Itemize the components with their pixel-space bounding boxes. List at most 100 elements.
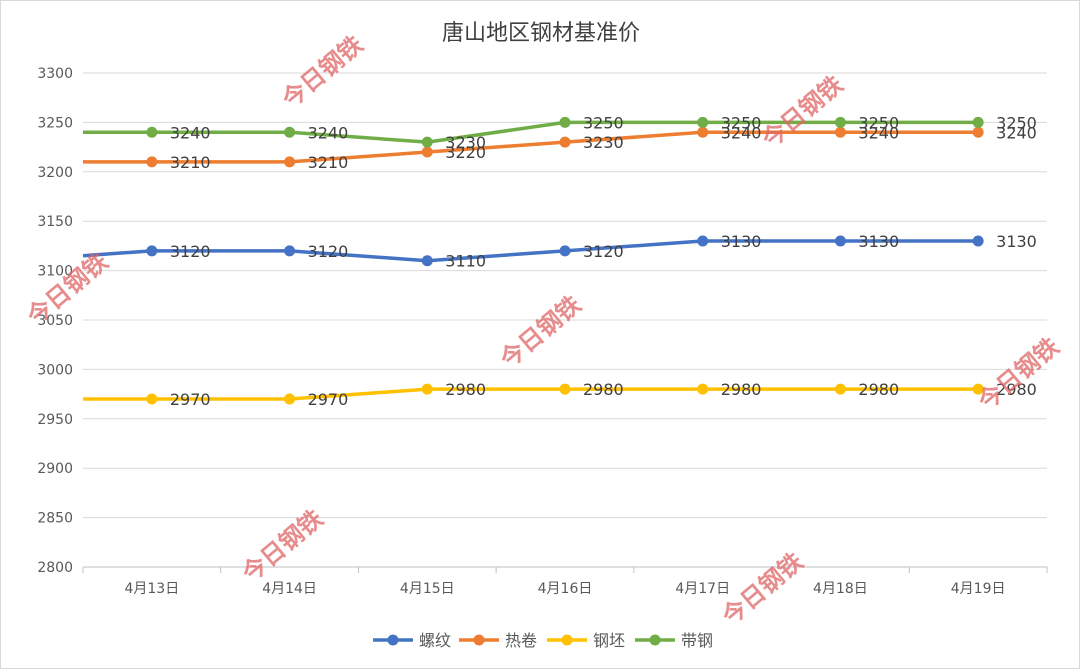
data-point [146,156,158,168]
legend-swatch-marker [387,634,399,646]
data-point [972,126,984,138]
data-label: 3120 [308,242,349,261]
y-tick-label: 3200 [37,165,73,181]
data-point [146,126,158,138]
legend-label: 螺纹 [419,631,451,650]
data-point [697,126,709,138]
data-label: 2980 [996,380,1037,399]
series-line-2 [83,387,979,401]
series-line-1 [83,130,979,164]
data-label: 3120 [170,242,211,261]
watermark-text: 今日钢铁 [757,70,849,153]
data-point [834,383,846,395]
data-point [834,235,846,247]
legend-label: 带钢 [681,631,713,650]
x-tick-label: 4月13日 [124,581,179,597]
data-point [284,245,296,257]
y-tick-label: 3300 [37,66,73,82]
data-point [972,235,984,247]
data-point [146,245,158,257]
data-label: 3120 [583,242,624,261]
legend-swatch-marker [561,634,573,646]
data-label: 3240 [308,123,349,142]
x-tick-label: 4月19日 [951,581,1006,597]
data-label: 2970 [170,390,211,409]
data-point [972,116,984,128]
data-label: 3240 [858,123,899,142]
data-point [421,383,433,395]
data-label: 2970 [308,390,349,409]
legend-label: 热卷 [505,631,537,650]
legend-swatch-marker [649,634,661,646]
data-point [284,156,296,168]
watermark-text: 今日钢铁 [717,547,809,630]
data-point [559,116,571,128]
y-tick-label: 2850 [37,511,73,527]
data-label: 3250 [721,113,762,132]
data-label: 3230 [583,133,624,152]
y-tick-label: 3100 [37,264,73,280]
data-point [284,126,296,138]
data-point [421,136,433,148]
watermark-text: 今日钢铁 [495,290,587,373]
watermark-text: 今日钢铁 [237,504,329,587]
y-tick-label: 2950 [37,412,73,428]
x-tick-label: 4月18日 [813,581,868,597]
data-point [697,235,709,247]
x-tick-label: 4月16日 [538,581,593,597]
y-tick-label: 3250 [37,115,73,131]
legend-swatch-marker [473,634,485,646]
data-point [421,146,433,158]
series-line-3 [83,120,979,144]
x-tick-label: 4月15日 [400,581,455,597]
data-label: 3250 [583,113,624,132]
series-group [82,116,984,405]
y-tick-label: 3150 [37,214,73,230]
watermark-text: 今日钢铁 [277,30,369,113]
data-point [972,383,984,395]
y-tick-label: 3000 [37,362,73,378]
data-label: 2980 [858,380,899,399]
data-labels: 3120 3120 3110 3120 3130 3130 3130 3210 3210 3220… [170,113,1037,409]
data-label: 3130 [996,232,1037,251]
legend-label: 钢坯 [593,631,625,650]
data-label: 2980 [721,380,762,399]
data-point [559,245,571,257]
y-tick-label: 3050 [37,313,73,329]
data-label: 3130 [858,232,899,251]
data-point [834,126,846,138]
data-point [697,116,709,128]
axes: 2800 2850 2900 2950 3000 3050 3100 3150 3200 3250… [37,66,1048,597]
data-label: 3220 [445,143,486,162]
x-tick-label: 4月14日 [262,581,317,597]
y-tick-label: 2800 [37,560,73,576]
data-label: 2980 [583,380,624,399]
data-label: 3250 [858,113,899,132]
data-point [559,383,571,395]
data-point [284,393,296,405]
data-label: 3240 [996,123,1037,142]
data-point [421,255,433,267]
data-label: 3240 [721,123,762,142]
data-point [559,136,571,148]
data-point [834,116,846,128]
data-label: 3130 [721,232,762,251]
data-label: 3240 [170,123,211,142]
chart-title: 唐山地区钢材基准价 [441,21,640,46]
data-point [697,383,709,395]
x-tick-label: 4月17日 [675,581,730,597]
series-line-0 [82,239,979,263]
data-label: 3210 [308,153,349,172]
data-label: 3210 [170,153,211,172]
legend: 螺纹 热卷 钢坯 带钢 [373,631,713,650]
data-label: 3230 [445,133,486,152]
data-point [146,393,158,405]
watermark-text: 今日钢铁 [973,332,1065,415]
data-label: 3250 [996,113,1037,132]
data-label: 2980 [445,380,486,399]
y-tick-label: 2900 [37,461,73,477]
data-label: 3110 [445,252,486,271]
